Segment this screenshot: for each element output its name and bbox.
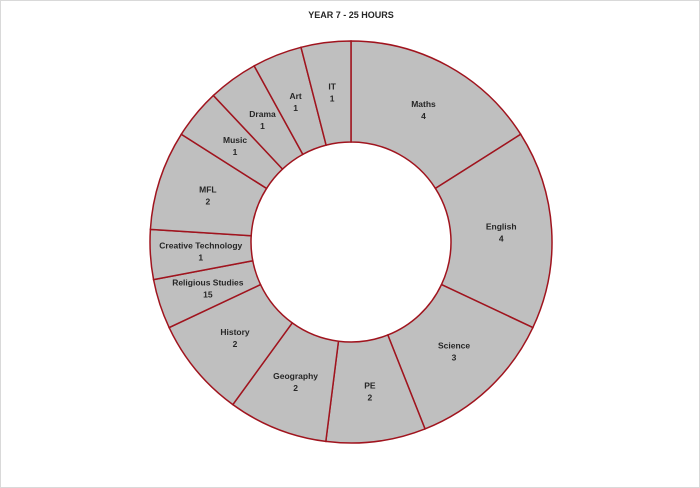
slice-value-label: 1 [260,121,265,131]
slice-value-label: 3 [452,353,457,363]
slice-label: Religious Studies [172,278,244,288]
slice-value-label: 2 [367,392,372,402]
slice-label: History [220,327,250,337]
slice-value-label: 1 [233,147,238,157]
slice-label: Drama [249,109,276,119]
slice-value-label: 1 [330,94,335,104]
slice-label: Maths [411,99,436,109]
slice-maths [350,40,522,190]
slice-label: Geography [273,371,318,381]
slice-label: PE [364,380,376,390]
slice-label: Music [223,135,247,145]
slice-value-label: 2 [293,383,298,393]
slice-label: MFL [199,184,216,194]
slice-value-label: 4 [499,234,504,244]
slice-value-label: 4 [421,111,426,121]
slice-value-label: 15 [203,290,213,300]
slice-value-label: 1 [198,252,203,262]
slice-value-label: 1 [293,103,298,113]
slice-value-label: 2 [205,196,210,206]
chart-title: YEAR 7 - 25 HOURS [308,10,394,20]
slice-label: IT [328,82,336,92]
slice-label: Art [289,91,301,101]
slice-it [300,40,352,147]
slice-label: Creative Technology [159,240,242,250]
slice-label: English [486,222,517,232]
slice-value-label: 2 [233,339,238,349]
slice-english [434,133,553,329]
slice-label: Science [438,341,470,351]
